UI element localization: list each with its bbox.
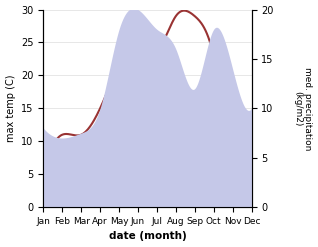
Y-axis label: max temp (C): max temp (C) — [5, 75, 16, 142]
X-axis label: date (month): date (month) — [108, 231, 186, 242]
Y-axis label: med. precipitation
(kg/m2): med. precipitation (kg/m2) — [293, 67, 313, 150]
